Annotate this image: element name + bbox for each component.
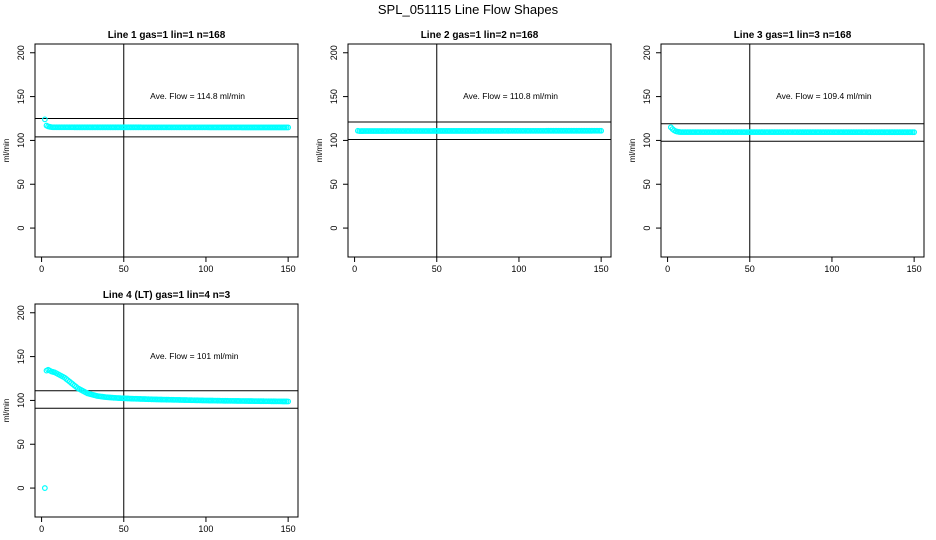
- y-tick-label: 200: [16, 45, 26, 60]
- data-point: [598, 127, 605, 134]
- x-tick-label: 0: [352, 264, 357, 274]
- x-tick-label: 100: [511, 264, 526, 274]
- y-tick-label: 100: [642, 133, 652, 148]
- x-tick-label: 100: [198, 264, 213, 274]
- y-axis-label: ml/min: [2, 139, 11, 163]
- y-tick-label: 150: [16, 89, 26, 104]
- y-tick-label: 50: [642, 179, 652, 189]
- y-tick-label: 200: [16, 305, 26, 320]
- y-tick-label: 100: [16, 393, 26, 408]
- y-axis-label: ml/min: [2, 399, 11, 423]
- panel-2: Line 2 gas=1 lin=2 n=168 0 50 100 150 0 50 100 1…: [315, 30, 612, 274]
- x-tick-label: 50: [119, 524, 129, 534]
- plot-frame: [34, 303, 299, 518]
- x-tick-label: 0: [39, 524, 44, 534]
- x-tick-label: 50: [432, 264, 442, 274]
- x-tick-label: 150: [594, 264, 609, 274]
- x-tick-label: 150: [281, 264, 296, 274]
- x-tick-label: 100: [198, 524, 213, 534]
- y-tick-label: 0: [642, 226, 652, 231]
- x-tick-label: 50: [119, 264, 129, 274]
- x-tick-label: 100: [824, 264, 839, 274]
- panel-title: Line 4 (LT) gas=1 lin=4 n=3: [103, 290, 231, 301]
- y-tick-label: 150: [642, 89, 652, 104]
- data-point: [41, 485, 48, 491]
- x-tick-label: 150: [907, 264, 922, 274]
- x-tick-label: 150: [281, 524, 296, 534]
- panel-title: Line 1 gas=1 lin=1 n=168: [108, 30, 226, 41]
- y-tick-label: 50: [16, 179, 26, 189]
- avg-flow-annotation: Ave. Flow = 101 ml/min: [150, 351, 239, 361]
- data-point: [911, 129, 918, 136]
- figure-title: SPL_051115 Line Flow Shapes: [377, 2, 559, 17]
- y-tick-label: 0: [16, 486, 26, 491]
- panel-3: Line 3 gas=1 lin=3 n=168 0 50 100 150 0 50 100 1…: [628, 30, 925, 274]
- avg-flow-annotation: Ave. Flow = 109.4 ml/min: [776, 91, 872, 101]
- y-tick-label: 0: [16, 226, 26, 231]
- avg-flow-annotation: Ave. Flow = 114.8 ml/min: [150, 91, 245, 101]
- y-tick-label: 150: [16, 349, 26, 364]
- y-tick-label: 50: [329, 179, 339, 189]
- panel-title: Line 2 gas=1 lin=2 n=168: [421, 30, 539, 41]
- data-point: [285, 398, 292, 405]
- panel-title: Line 3 gas=1 lin=3 n=168: [734, 30, 852, 41]
- panel-4: Line 4 (LT) gas=1 lin=4 n=3 0 50 100 150 0 50 1…: [2, 290, 299, 534]
- plot-frame: [347, 43, 612, 258]
- y-axis-label: ml/min: [628, 139, 637, 163]
- plot-frame: [34, 43, 299, 258]
- plot-frame: [660, 43, 925, 258]
- y-tick-label: 150: [329, 89, 339, 104]
- panel-1: Line 1 gas=1 lin=1 n=168 0 50 100 150 0 50 100 1…: [2, 30, 299, 274]
- y-tick-label: 100: [16, 133, 26, 148]
- x-tick-label: 50: [745, 264, 755, 274]
- data-point: [285, 124, 292, 131]
- y-tick-label: 200: [642, 45, 652, 60]
- y-axis-label: ml/min: [315, 139, 324, 163]
- y-tick-label: 50: [16, 439, 26, 449]
- data-point: [41, 116, 48, 123]
- y-tick-label: 0: [329, 226, 339, 231]
- y-tick-label: 200: [329, 45, 339, 60]
- x-tick-label: 0: [39, 264, 44, 274]
- y-tick-label: 100: [329, 133, 339, 148]
- x-tick-label: 0: [665, 264, 670, 274]
- avg-flow-annotation: Ave. Flow = 110.8 ml/min: [463, 91, 558, 101]
